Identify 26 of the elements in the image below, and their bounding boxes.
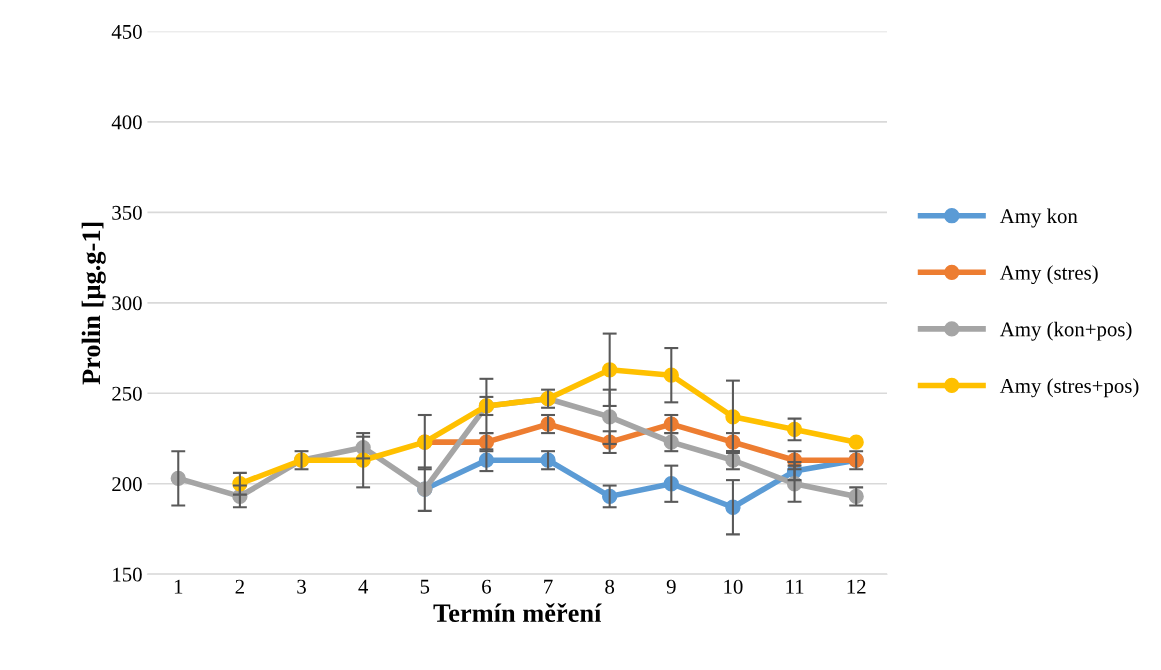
y-tick-label: 250	[112, 386, 142, 401]
legend-label: Amy (kon+pos)	[999, 321, 1132, 341]
y-tick-label: 350	[112, 205, 142, 220]
x-tick-label: 4	[358, 579, 369, 594]
y-tick-label: 200	[112, 477, 142, 492]
point	[848, 434, 864, 450]
y-tick-label: 400	[111, 115, 142, 130]
x-tick-label: 8	[605, 579, 615, 594]
legend-label: Amy kon	[999, 208, 1078, 228]
x-tick-label: 2	[235, 579, 244, 594]
x-tick-label: 3	[297, 579, 306, 594]
legend-label: Amy (stres)	[999, 265, 1098, 285]
legend-label: Amy (stres+pos)	[999, 378, 1139, 398]
y-tick-label: 150	[113, 567, 142, 582]
x-tick-label: 9	[666, 579, 676, 594]
y-tick-label: 300	[112, 296, 142, 311]
x-tick-label: 10	[724, 579, 743, 594]
x-tick-label: 6	[482, 579, 491, 594]
x-tick-label: 7	[544, 579, 553, 594]
x-tick-label: 12	[847, 579, 866, 594]
x-axis-title: Termín měření	[433, 603, 602, 623]
y-axis-title: Prolin [µg.g-1]	[81, 222, 106, 385]
y-tick-label: 450	[111, 24, 142, 39]
x-tick-label: 5	[420, 579, 430, 594]
x-tick-label: 1	[174, 579, 183, 594]
x-tick-label: 11	[786, 579, 804, 594]
